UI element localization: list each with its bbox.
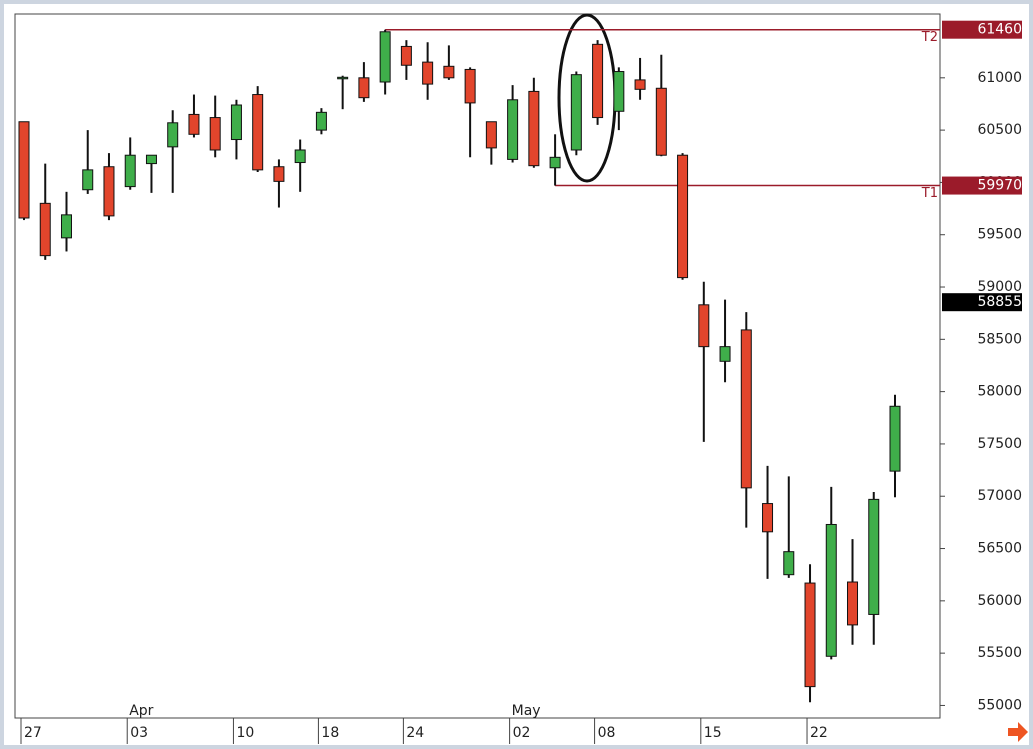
- candle-body: [677, 154, 689, 279]
- y-tick-label: 59500: [977, 227, 1022, 243]
- y-tick-label: 55500: [977, 645, 1022, 661]
- last-price-box: [942, 293, 1022, 312]
- candle-body: [209, 117, 221, 151]
- candle-body: [252, 94, 264, 171]
- y-tick-label: 57000: [977, 488, 1022, 504]
- y-tick-label: 56000: [977, 593, 1022, 609]
- candle-body: [783, 551, 795, 576]
- x-tick-label: 15: [704, 725, 722, 741]
- month-label: May: [512, 703, 541, 719]
- y-tick-label: 59000: [977, 279, 1022, 295]
- y-tick-label: 58500: [977, 331, 1022, 347]
- candle-body: [698, 304, 710, 348]
- x-tick-label: 08: [598, 725, 616, 741]
- y-tick-label: 55000: [977, 697, 1022, 713]
- x-tick-label: 03: [130, 725, 148, 741]
- level-price-box: [942, 20, 1022, 39]
- candle-body: [294, 149, 306, 164]
- candle-body: [889, 405, 901, 472]
- candle-body: [422, 61, 434, 85]
- scroll-arrow[interactable]: [1008, 722, 1028, 742]
- candle-body: [868, 498, 880, 615]
- candle-body: [145, 154, 157, 165]
- candle-body: [60, 214, 72, 239]
- y-tick-label: 60500: [977, 122, 1022, 138]
- y-tick-label: 58000: [977, 384, 1022, 400]
- candle-body: [613, 71, 625, 112]
- x-tick-label: 02: [513, 725, 531, 741]
- candle-body: [124, 154, 136, 188]
- candle-body: [804, 582, 816, 688]
- candle-body: [485, 121, 497, 149]
- level-price-box: [942, 176, 1022, 195]
- x-tick-label: 10: [236, 725, 254, 741]
- candle-body: [570, 74, 582, 151]
- candle-body: [379, 31, 391, 83]
- candle-body: [528, 90, 540, 167]
- x-tick-label: 18: [321, 725, 339, 741]
- candle-body: [719, 346, 731, 362]
- candle-body: [18, 121, 30, 219]
- candle-body: [337, 76, 349, 80]
- candle-body: [400, 45, 412, 66]
- candle-body: [188, 113, 200, 135]
- candle-body: [592, 43, 604, 119]
- candle-body: [315, 111, 327, 131]
- candle-body: [549, 156, 561, 169]
- candle-body: [443, 65, 455, 79]
- candle-body: [740, 329, 752, 489]
- x-tick-label: 27: [24, 725, 42, 741]
- candle-body: [507, 99, 519, 160]
- level-label: T1: [921, 186, 938, 201]
- x-tick-label: 24: [406, 725, 424, 741]
- y-tick-label: 61000: [977, 70, 1022, 86]
- level-price-label: 61460: [977, 22, 1022, 38]
- last-price-label: 58855: [977, 294, 1022, 310]
- candle-body: [82, 169, 94, 191]
- candle-body: [39, 202, 51, 257]
- month-label: Apr: [129, 703, 153, 719]
- candle-body: [464, 68, 476, 104]
- candle-body: [273, 166, 285, 182]
- candle-body: [762, 503, 774, 533]
- candle-body: [167, 122, 179, 148]
- candle-body: [103, 166, 115, 217]
- y-tick-label: 56500: [977, 541, 1022, 557]
- candle-body: [230, 104, 242, 141]
- candle-body: [655, 87, 667, 156]
- candle-body: [358, 77, 370, 99]
- candle-body: [847, 581, 859, 626]
- candle-body: [634, 79, 646, 90]
- x-tick-label: 22: [810, 725, 828, 741]
- level-price-label: 59970: [977, 178, 1022, 194]
- y-tick-label: 57500: [977, 436, 1022, 452]
- level-label: T2: [921, 30, 938, 45]
- candle-body: [825, 523, 837, 657]
- plot-frame: [14, 13, 941, 719]
